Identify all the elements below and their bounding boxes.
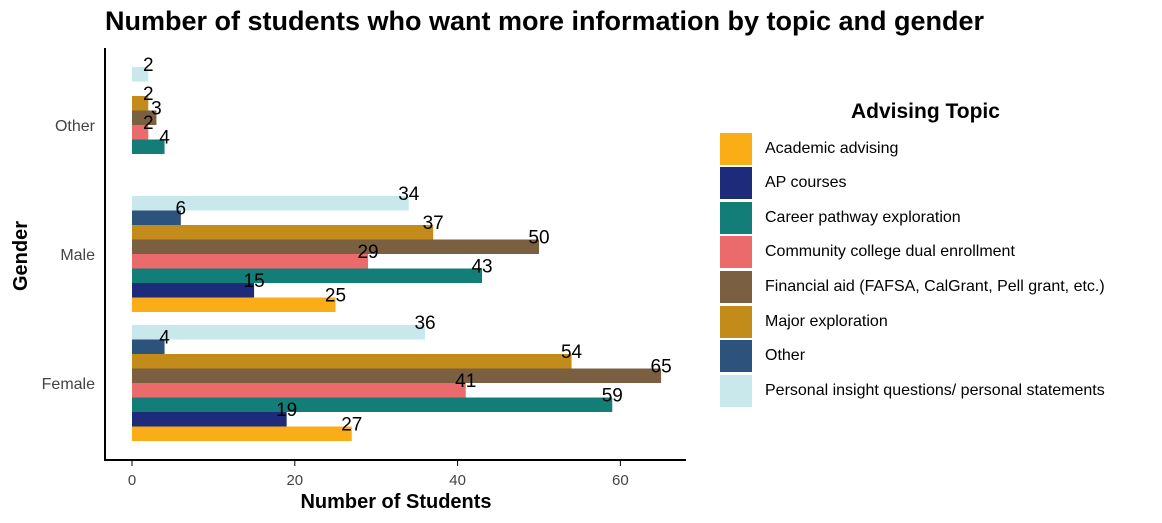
bar-other-4 bbox=[132, 110, 157, 125]
bar-female-2 bbox=[132, 397, 613, 412]
legend-swatch bbox=[720, 132, 752, 165]
data-label: 4 bbox=[159, 328, 170, 349]
data-label: 25 bbox=[325, 286, 346, 307]
bar-female-7 bbox=[132, 325, 426, 340]
data-label: 36 bbox=[414, 313, 435, 334]
bar-female-4 bbox=[132, 368, 662, 383]
y-categories-layer: Female Male Other bbox=[42, 118, 96, 393]
legend-item: Major exploration bbox=[720, 305, 888, 338]
bar-other-5 bbox=[132, 96, 149, 111]
data-label: 2 bbox=[143, 84, 154, 105]
x-tick-label: 20 bbox=[286, 472, 303, 489]
y-tick-label-female: Female bbox=[42, 376, 95, 393]
legend-item: Academic advising bbox=[720, 132, 898, 165]
data-label: 41 bbox=[455, 371, 476, 392]
bar-male-0 bbox=[132, 297, 336, 312]
data-label: 54 bbox=[561, 342, 583, 363]
legend-swatch bbox=[720, 340, 752, 373]
data-label: 43 bbox=[471, 257, 492, 278]
legend-item: Personal insight questions/ personal sta… bbox=[720, 374, 1105, 407]
data-label: 15 bbox=[244, 271, 265, 292]
data-label: 65 bbox=[651, 357, 672, 378]
bar-other-2 bbox=[132, 139, 165, 154]
bar-female-5 bbox=[132, 354, 572, 369]
data-label: 37 bbox=[423, 213, 444, 234]
bar-other-3 bbox=[132, 125, 149, 140]
legend-label: Career pathway exploration bbox=[765, 208, 961, 226]
legend-swatch bbox=[720, 305, 752, 338]
chart-title: Number of students who want more informa… bbox=[105, 6, 985, 36]
y-tick-label-other: Other bbox=[55, 118, 96, 135]
legend-swatch bbox=[720, 236, 752, 269]
x-axis-title: Number of Students bbox=[300, 491, 491, 513]
bar-female-3 bbox=[132, 383, 466, 398]
legend-label: Personal insight questions/ personal sta… bbox=[765, 381, 1105, 399]
data-label: 59 bbox=[602, 386, 623, 407]
bar-male-2 bbox=[132, 268, 483, 283]
data-label: 2 bbox=[143, 55, 154, 76]
bar-male-1 bbox=[132, 283, 255, 298]
legend-swatch bbox=[720, 201, 752, 234]
x-tick-label: 60 bbox=[612, 472, 629, 489]
data-label: 6 bbox=[176, 199, 187, 220]
data-label: 29 bbox=[357, 242, 378, 263]
legend-title: Advising Topic bbox=[851, 100, 1000, 123]
legend-item: Other bbox=[720, 340, 805, 373]
legend-item: Community college dual enrollment bbox=[720, 236, 1015, 269]
bar-male-6 bbox=[132, 210, 181, 225]
legend-item: Career pathway exploration bbox=[720, 201, 961, 234]
legend-label: Financial aid (FAFSA, CalGrant, Pell gra… bbox=[765, 277, 1105, 295]
legend-label: Community college dual enrollment bbox=[765, 243, 1015, 261]
x-tick-label: 0 bbox=[128, 472, 136, 489]
data-label: 19 bbox=[276, 400, 297, 421]
data-label: 27 bbox=[341, 415, 362, 436]
bar-male-3 bbox=[132, 254, 369, 269]
legend-label: AP courses bbox=[765, 174, 847, 192]
data-label: 34 bbox=[398, 184, 420, 205]
x-ticks-layer: 0 20 40 60 bbox=[128, 460, 629, 489]
data-label: 4 bbox=[159, 128, 170, 149]
y-tick-label-male: Male bbox=[60, 247, 95, 264]
legend-label: Other bbox=[765, 347, 806, 365]
bar-male-5 bbox=[132, 225, 434, 240]
legend-label: Major exploration bbox=[765, 312, 888, 330]
bar-male-7 bbox=[132, 196, 409, 211]
bars-layer bbox=[132, 67, 662, 441]
bar-male-4 bbox=[132, 239, 539, 254]
legend-swatch bbox=[720, 270, 752, 303]
y-axis-title: Gender bbox=[10, 221, 32, 291]
legend-swatch bbox=[720, 374, 752, 407]
bar-female-6 bbox=[132, 339, 165, 354]
bar-female-0 bbox=[132, 426, 352, 441]
legend-label: Academic advising bbox=[765, 139, 899, 157]
bar-other-7 bbox=[132, 67, 149, 82]
x-tick-label: 40 bbox=[449, 472, 466, 489]
legend-item: Financial aid (FAFSA, CalGrant, Pell gra… bbox=[720, 270, 1105, 303]
data-label: 50 bbox=[528, 228, 549, 249]
data-label: 2 bbox=[143, 113, 154, 134]
data-label: 3 bbox=[151, 99, 162, 120]
legend-item: AP courses bbox=[720, 167, 847, 200]
legend-swatch bbox=[720, 167, 752, 200]
bar-female-1 bbox=[132, 412, 287, 427]
